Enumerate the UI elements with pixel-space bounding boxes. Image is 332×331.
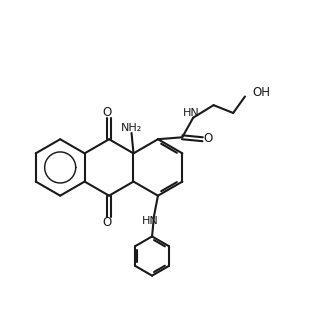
Text: HN: HN xyxy=(142,216,158,226)
Text: O: O xyxy=(103,216,112,229)
Text: O: O xyxy=(103,106,112,119)
Text: NH₂: NH₂ xyxy=(121,123,142,133)
Text: O: O xyxy=(204,132,213,145)
Text: HN: HN xyxy=(183,108,200,118)
Text: OH: OH xyxy=(252,86,270,99)
